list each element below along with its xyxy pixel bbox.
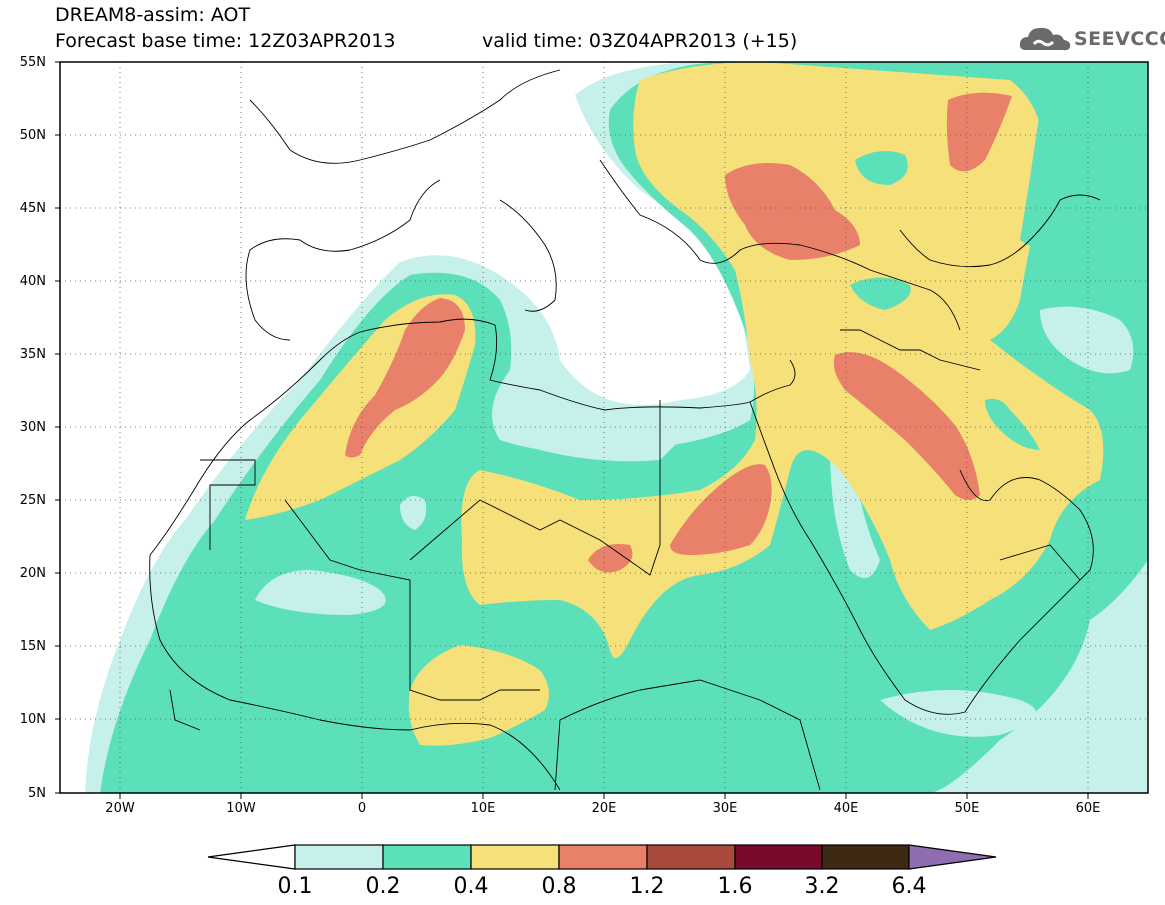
colorbar-label: 0.8 [542,874,577,899]
base-time: Forecast base time: 12Z03APR2013 [55,30,396,52]
seevccc-logo: SEEVCCC [1018,22,1165,56]
colorbar-label: 0.4 [454,874,489,899]
colorbar-high-arrow [908,844,997,870]
lat-label: 30N [20,420,46,435]
aot-band-0.8 [345,298,465,458]
lat-label: 15N [20,639,46,654]
colorbar-segment [821,844,910,870]
colorbar-label: 1.2 [630,874,665,899]
colorbar-label: 1.6 [718,874,753,899]
lon-label: 10W [226,801,256,816]
colorbar-segment [558,844,648,870]
map-title: DREAM8-assim: AOT [55,4,251,26]
lat-label: 20N [20,566,46,581]
colorbar-segment [470,844,560,870]
colorbar [207,844,997,870]
aot-band-0.4 [461,62,1104,658]
colorbar-low-arrow [207,844,296,870]
lat-label: 25N [20,493,46,508]
lat-label: 50N [20,128,46,143]
lon-label: 20E [592,801,617,816]
colorbar-label: 6.4 [892,874,927,899]
graticule [60,62,1148,793]
lat-label: 45N [20,201,46,216]
lon-axis: 20W 10W 0 10E 20E 30E 40E 50E 60E [105,801,1100,816]
lon-label: 30E [713,801,738,816]
colorbar-segment [294,844,384,870]
lat-label: 35N [20,347,46,362]
colorbar-label: 0.1 [278,874,313,899]
lat-axis: 55N 50N 45N 40N 35N 30N 25N 20N 15N 10N … [20,55,46,801]
colorbar-segment [734,844,823,870]
colorbar-label: 0.2 [366,874,401,899]
lon-label: 20W [105,801,135,816]
colorbar-labels: 0.1 0.2 0.4 0.8 1.2 1.6 3.2 6.4 [278,874,927,899]
lon-label: 10E [471,801,496,816]
colorbar-segment [382,844,472,870]
lat-label: 55N [20,55,46,70]
colorbar-segment [646,844,736,870]
logo-text: SEEVCCC [1074,28,1165,50]
valid-time: valid time: 03Z04APR2013 (+15) [482,30,798,52]
lon-label: 40E [834,801,859,816]
coastlines [149,69,1101,791]
cloud-icon [1019,27,1071,51]
forecast-times: Forecast base time: 12Z03APR2013 valid ti… [55,30,797,52]
lon-label: 50E [955,801,980,816]
lat-label: 40N [20,274,46,289]
lon-label: 0 [358,801,366,816]
lat-label: 10N [20,712,46,727]
colorbar-label: 3.2 [805,874,840,899]
lat-label: 5N [28,786,46,801]
lon-label: 60E [1076,801,1101,816]
